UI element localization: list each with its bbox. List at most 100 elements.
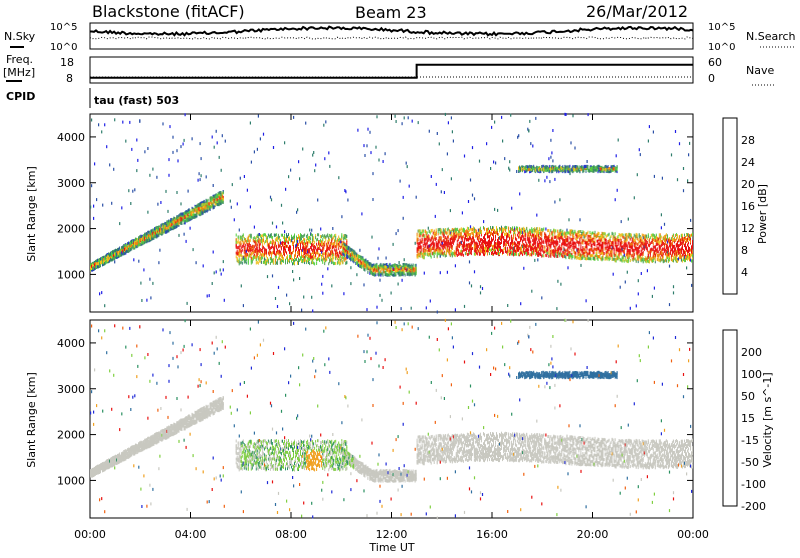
power-cell — [464, 245, 465, 248]
power-cell — [323, 235, 324, 238]
power-cell — [322, 249, 323, 252]
power-cell — [126, 244, 127, 247]
power-cell — [400, 180, 401, 183]
power-cell — [442, 245, 443, 248]
power-cell — [313, 151, 314, 154]
power-cell — [426, 242, 427, 245]
power-cell — [487, 247, 488, 250]
power-cell — [259, 255, 260, 258]
power-cell — [334, 262, 335, 265]
power-cell — [468, 200, 469, 203]
power-cell — [462, 250, 463, 253]
power-cell — [374, 274, 375, 277]
power-cell — [474, 270, 475, 273]
power-cell — [448, 235, 449, 238]
power-cell — [275, 259, 276, 262]
power-cell — [156, 229, 157, 232]
power-cell — [217, 194, 218, 197]
power-cell — [328, 151, 329, 154]
power-cell — [406, 266, 407, 269]
power-cell — [259, 260, 260, 263]
power-cell — [509, 169, 510, 172]
power-cell — [479, 232, 480, 235]
power-cell — [212, 204, 213, 207]
power-cell — [445, 236, 446, 239]
power-cell — [288, 233, 289, 236]
power-cell — [483, 236, 484, 239]
power-cell — [475, 244, 476, 247]
power-cell — [304, 248, 305, 251]
power-cell — [203, 208, 204, 211]
power-cell — [490, 167, 491, 170]
power-cell — [481, 250, 482, 253]
power-cell — [347, 255, 348, 258]
power-cell — [438, 244, 439, 247]
power-cell — [366, 261, 367, 264]
power-cell — [372, 272, 373, 275]
power-cell — [361, 212, 362, 215]
power-cell — [404, 258, 405, 261]
power-cell — [259, 244, 260, 247]
power-cell — [293, 246, 294, 249]
power-cell — [378, 159, 379, 162]
power-cell — [216, 199, 217, 202]
power-cell — [298, 248, 299, 251]
power-cell — [321, 256, 322, 259]
power-cell — [310, 241, 311, 244]
power-cell — [183, 143, 184, 146]
power-cell — [396, 232, 397, 235]
power-cell — [502, 140, 503, 143]
power-cell — [133, 244, 134, 247]
power-cell — [495, 162, 496, 165]
power-cell — [236, 241, 237, 244]
power-cell — [371, 272, 372, 275]
power-cell — [90, 267, 91, 270]
power-cell — [251, 247, 252, 250]
power-cell — [277, 239, 278, 242]
power-cell — [165, 226, 166, 229]
power-cell — [260, 257, 261, 260]
power-cell — [303, 235, 304, 238]
power-cell — [288, 175, 289, 178]
power-cell — [264, 261, 265, 264]
power-cell — [488, 235, 489, 238]
power-cell — [245, 255, 246, 258]
power-cell — [353, 251, 354, 254]
power-cell — [491, 237, 492, 240]
power-cell — [469, 237, 470, 240]
power-cell — [272, 274, 273, 277]
power-cell — [234, 218, 235, 221]
power-cell — [424, 242, 425, 245]
power-cell — [317, 238, 318, 241]
power-cell — [401, 307, 402, 310]
power-cell — [154, 235, 155, 238]
power-cell — [332, 256, 333, 259]
power-cell — [138, 260, 139, 263]
power-cell — [473, 226, 474, 229]
power-cell — [467, 227, 468, 230]
power-cell — [177, 159, 178, 162]
power-cell — [221, 273, 222, 276]
power-cell — [430, 247, 431, 250]
power-cell — [454, 252, 455, 255]
power-cell — [275, 234, 276, 237]
power-cell — [411, 264, 412, 267]
power-cell — [140, 235, 141, 238]
power-cell — [311, 243, 312, 246]
power-cell — [487, 243, 488, 246]
power-cell — [509, 234, 510, 237]
power-cell — [244, 237, 245, 240]
power-cell — [184, 220, 185, 223]
power-cell — [303, 238, 304, 241]
power-cell — [458, 244, 459, 247]
power-cell — [276, 237, 277, 240]
power-cell — [429, 230, 430, 233]
power-cell — [239, 253, 240, 256]
power-cell — [319, 258, 320, 261]
power-cell — [131, 240, 132, 243]
power-cell — [373, 273, 374, 276]
power-cell — [299, 277, 300, 280]
power-cell — [124, 244, 125, 247]
power-cell — [281, 242, 282, 245]
power-cell — [306, 254, 307, 257]
